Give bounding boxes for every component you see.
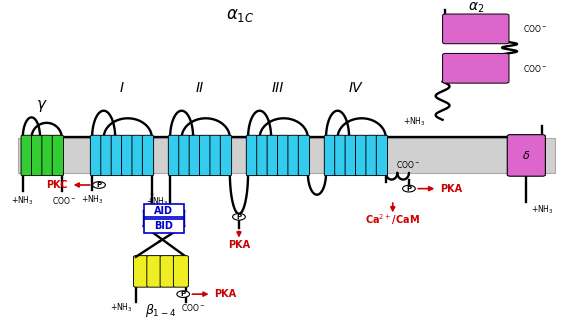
Text: +NH$_3$: +NH$_3$ xyxy=(12,195,34,207)
Text: P: P xyxy=(236,214,241,220)
Text: I: I xyxy=(120,81,124,95)
FancyBboxPatch shape xyxy=(173,256,188,287)
FancyBboxPatch shape xyxy=(160,256,175,287)
FancyBboxPatch shape xyxy=(142,135,153,176)
Text: $\alpha_{1C}$: $\alpha_{1C}$ xyxy=(226,6,255,24)
FancyBboxPatch shape xyxy=(21,135,32,176)
Text: +NH$_3$: +NH$_3$ xyxy=(146,196,169,208)
FancyBboxPatch shape xyxy=(345,135,356,176)
FancyBboxPatch shape xyxy=(507,135,545,176)
FancyBboxPatch shape xyxy=(200,135,211,176)
FancyBboxPatch shape xyxy=(335,135,346,176)
Text: $\delta$: $\delta$ xyxy=(522,149,530,161)
Text: COO$^-$: COO$^-$ xyxy=(396,159,421,171)
Text: III: III xyxy=(272,81,284,95)
Text: +NH$_3$: +NH$_3$ xyxy=(110,302,133,314)
Text: PKA: PKA xyxy=(214,289,237,299)
Text: +NH$_3$: +NH$_3$ xyxy=(531,203,554,216)
FancyBboxPatch shape xyxy=(277,135,289,176)
Text: $\gamma$: $\gamma$ xyxy=(36,98,48,114)
FancyBboxPatch shape xyxy=(442,14,509,44)
FancyBboxPatch shape xyxy=(42,135,53,176)
Text: $\alpha_2$: $\alpha_2$ xyxy=(468,1,484,15)
Text: P: P xyxy=(181,291,186,297)
FancyBboxPatch shape xyxy=(376,135,387,176)
FancyBboxPatch shape xyxy=(101,135,112,176)
FancyBboxPatch shape xyxy=(288,135,299,176)
FancyBboxPatch shape xyxy=(52,135,64,176)
Text: BID: BID xyxy=(155,221,173,231)
Text: PKA: PKA xyxy=(228,240,250,250)
FancyBboxPatch shape xyxy=(442,53,509,83)
FancyBboxPatch shape xyxy=(90,135,102,176)
FancyBboxPatch shape xyxy=(144,219,184,233)
Circle shape xyxy=(177,291,189,298)
Text: $\beta_{1-4}$: $\beta_{1-4}$ xyxy=(145,302,177,319)
FancyBboxPatch shape xyxy=(122,135,133,176)
Text: Ca$^{2+}$/CaM: Ca$^{2+}$/CaM xyxy=(365,212,420,227)
FancyBboxPatch shape xyxy=(246,135,258,176)
Text: +NH$_3$: +NH$_3$ xyxy=(402,115,425,128)
FancyBboxPatch shape xyxy=(144,204,184,217)
FancyBboxPatch shape xyxy=(256,135,268,176)
FancyBboxPatch shape xyxy=(179,135,190,176)
FancyBboxPatch shape xyxy=(324,135,336,176)
FancyBboxPatch shape xyxy=(189,135,200,176)
FancyBboxPatch shape xyxy=(210,135,221,176)
FancyBboxPatch shape xyxy=(147,256,162,287)
Circle shape xyxy=(233,213,245,220)
FancyBboxPatch shape xyxy=(31,135,43,176)
Text: PKA: PKA xyxy=(440,184,462,194)
Text: PKC: PKC xyxy=(46,180,68,190)
FancyBboxPatch shape xyxy=(356,135,367,176)
FancyBboxPatch shape xyxy=(366,135,377,176)
Text: II: II xyxy=(196,81,204,95)
Text: +NH$_3$: +NH$_3$ xyxy=(80,194,104,206)
Circle shape xyxy=(93,182,105,188)
Text: P: P xyxy=(97,182,101,188)
FancyBboxPatch shape xyxy=(111,135,122,176)
Text: COO$^-$: COO$^-$ xyxy=(53,195,77,206)
FancyBboxPatch shape xyxy=(132,135,143,176)
FancyBboxPatch shape xyxy=(267,135,278,176)
FancyBboxPatch shape xyxy=(298,135,310,176)
Text: COO$^-$: COO$^-$ xyxy=(523,63,548,74)
Circle shape xyxy=(402,185,415,192)
FancyBboxPatch shape xyxy=(168,135,179,176)
Text: AID: AID xyxy=(155,206,173,216)
Text: IV: IV xyxy=(349,81,362,95)
Text: P: P xyxy=(406,186,412,192)
FancyBboxPatch shape xyxy=(221,135,232,176)
Text: COO$^-$: COO$^-$ xyxy=(523,23,548,34)
FancyBboxPatch shape xyxy=(134,256,149,287)
FancyBboxPatch shape xyxy=(18,138,555,173)
Text: COO$^-$: COO$^-$ xyxy=(181,302,206,313)
